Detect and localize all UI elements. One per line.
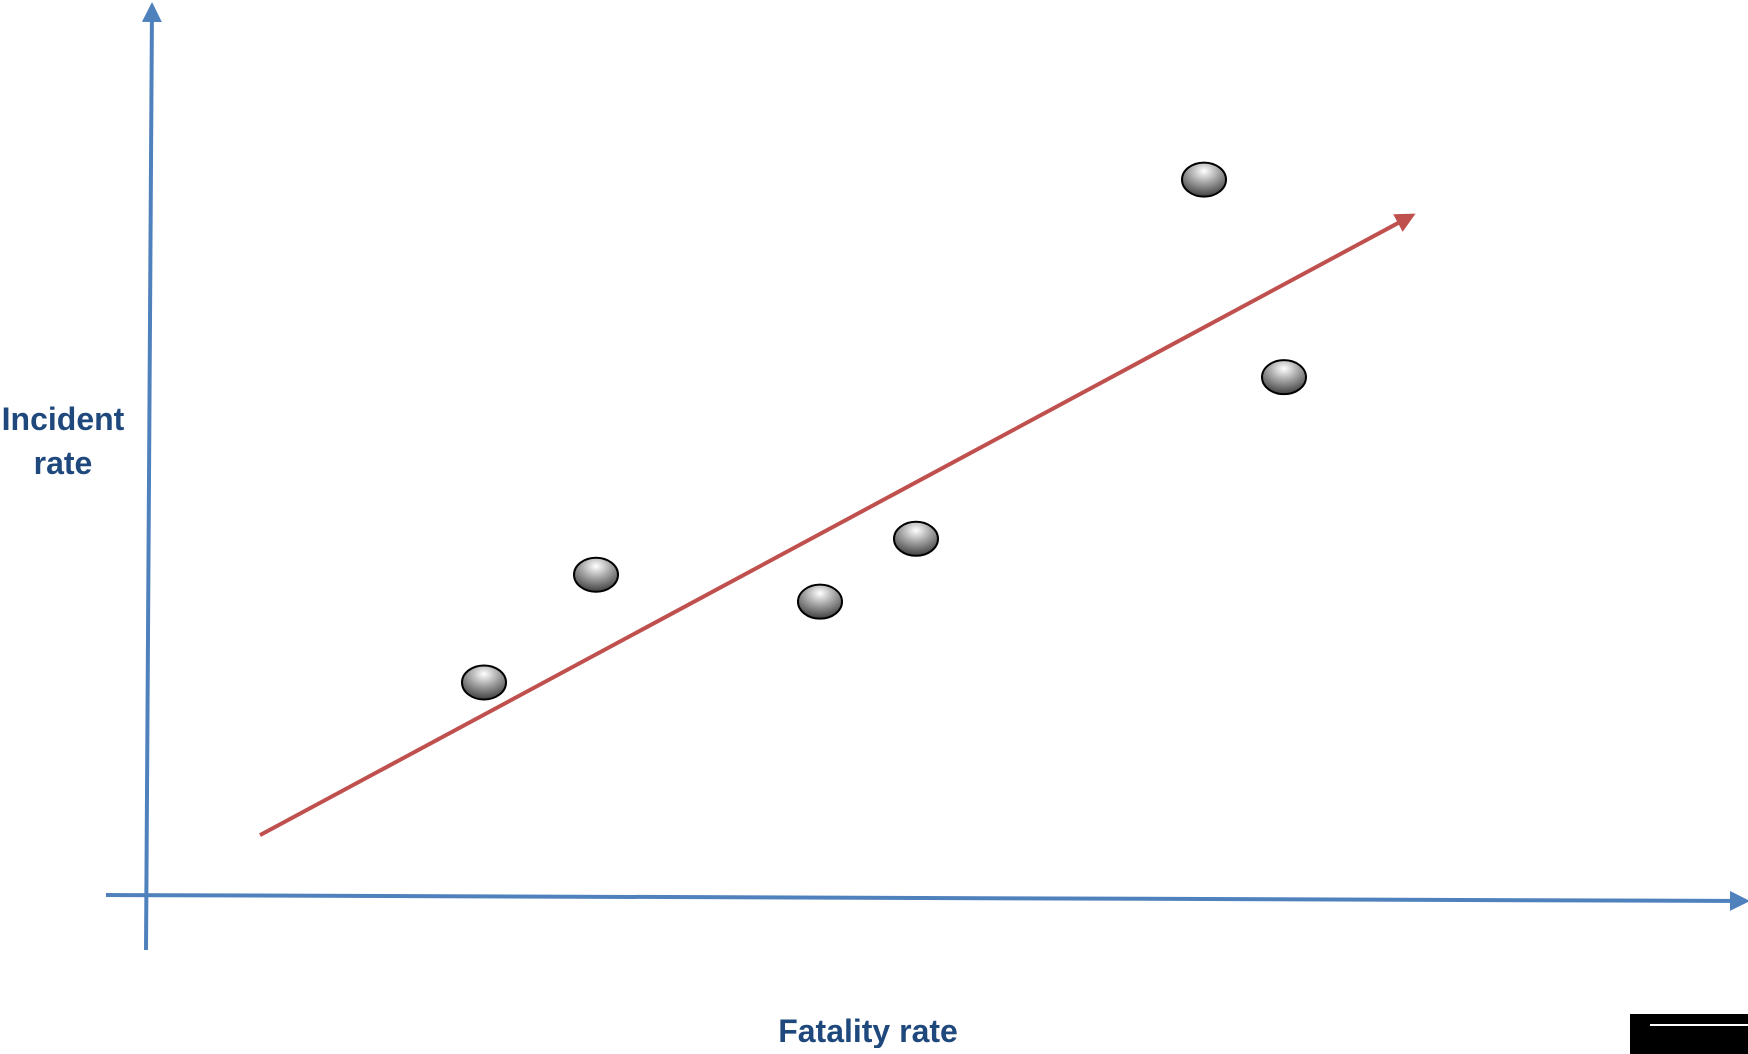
- data-point-4: [893, 520, 939, 557]
- y-axis: [141, 2, 162, 951]
- data-point-2: [573, 556, 619, 593]
- logo: [1630, 1014, 1748, 1054]
- data-point-6: [1261, 359, 1307, 396]
- data-point-3: [797, 583, 843, 620]
- x-axis-label: Fatality rate: [778, 1013, 958, 1048]
- trend-line-arrow: [259, 213, 1416, 837]
- data-point-1: [461, 664, 507, 701]
- y-axis-label-line-2: rate: [34, 445, 93, 481]
- y-axis-label-line-1: Incident: [2, 401, 125, 437]
- data-points: [461, 161, 1307, 701]
- data-point-5: [1181, 161, 1227, 198]
- x-axis: [105, 890, 1748, 911]
